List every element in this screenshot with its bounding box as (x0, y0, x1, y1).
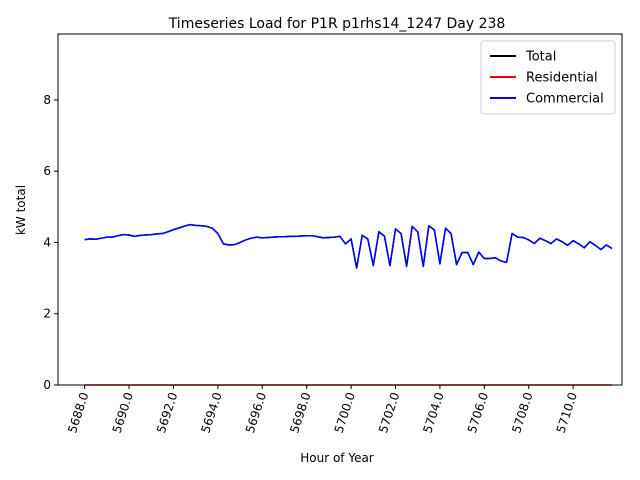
y-tick-label: 8 (43, 93, 51, 107)
legend: Total Residential Commercial (480, 40, 616, 115)
y-tick-label: 2 (43, 307, 51, 321)
chart-title: Timeseries Load for P1R p1rhs14_1247 Day… (168, 16, 506, 32)
y-tick-label: 6 (43, 164, 51, 178)
series-line-commercial (84, 223, 613, 269)
y-tick-label: 0 (43, 378, 51, 392)
legend-label-residential: Residential (526, 71, 598, 86)
legend-label-total: Total (525, 50, 556, 65)
y-axis-label: kW total (14, 185, 28, 235)
legend-label-commercial: Commercial (526, 92, 604, 107)
plot-frame (57, 33, 623, 386)
legend-frame (480, 40, 616, 115)
x-axis-label: Hour of Year (300, 451, 374, 465)
y-axis-ticks: 0 2 4 6 8 (43, 93, 58, 392)
y-tick-label: 4 (43, 235, 51, 249)
